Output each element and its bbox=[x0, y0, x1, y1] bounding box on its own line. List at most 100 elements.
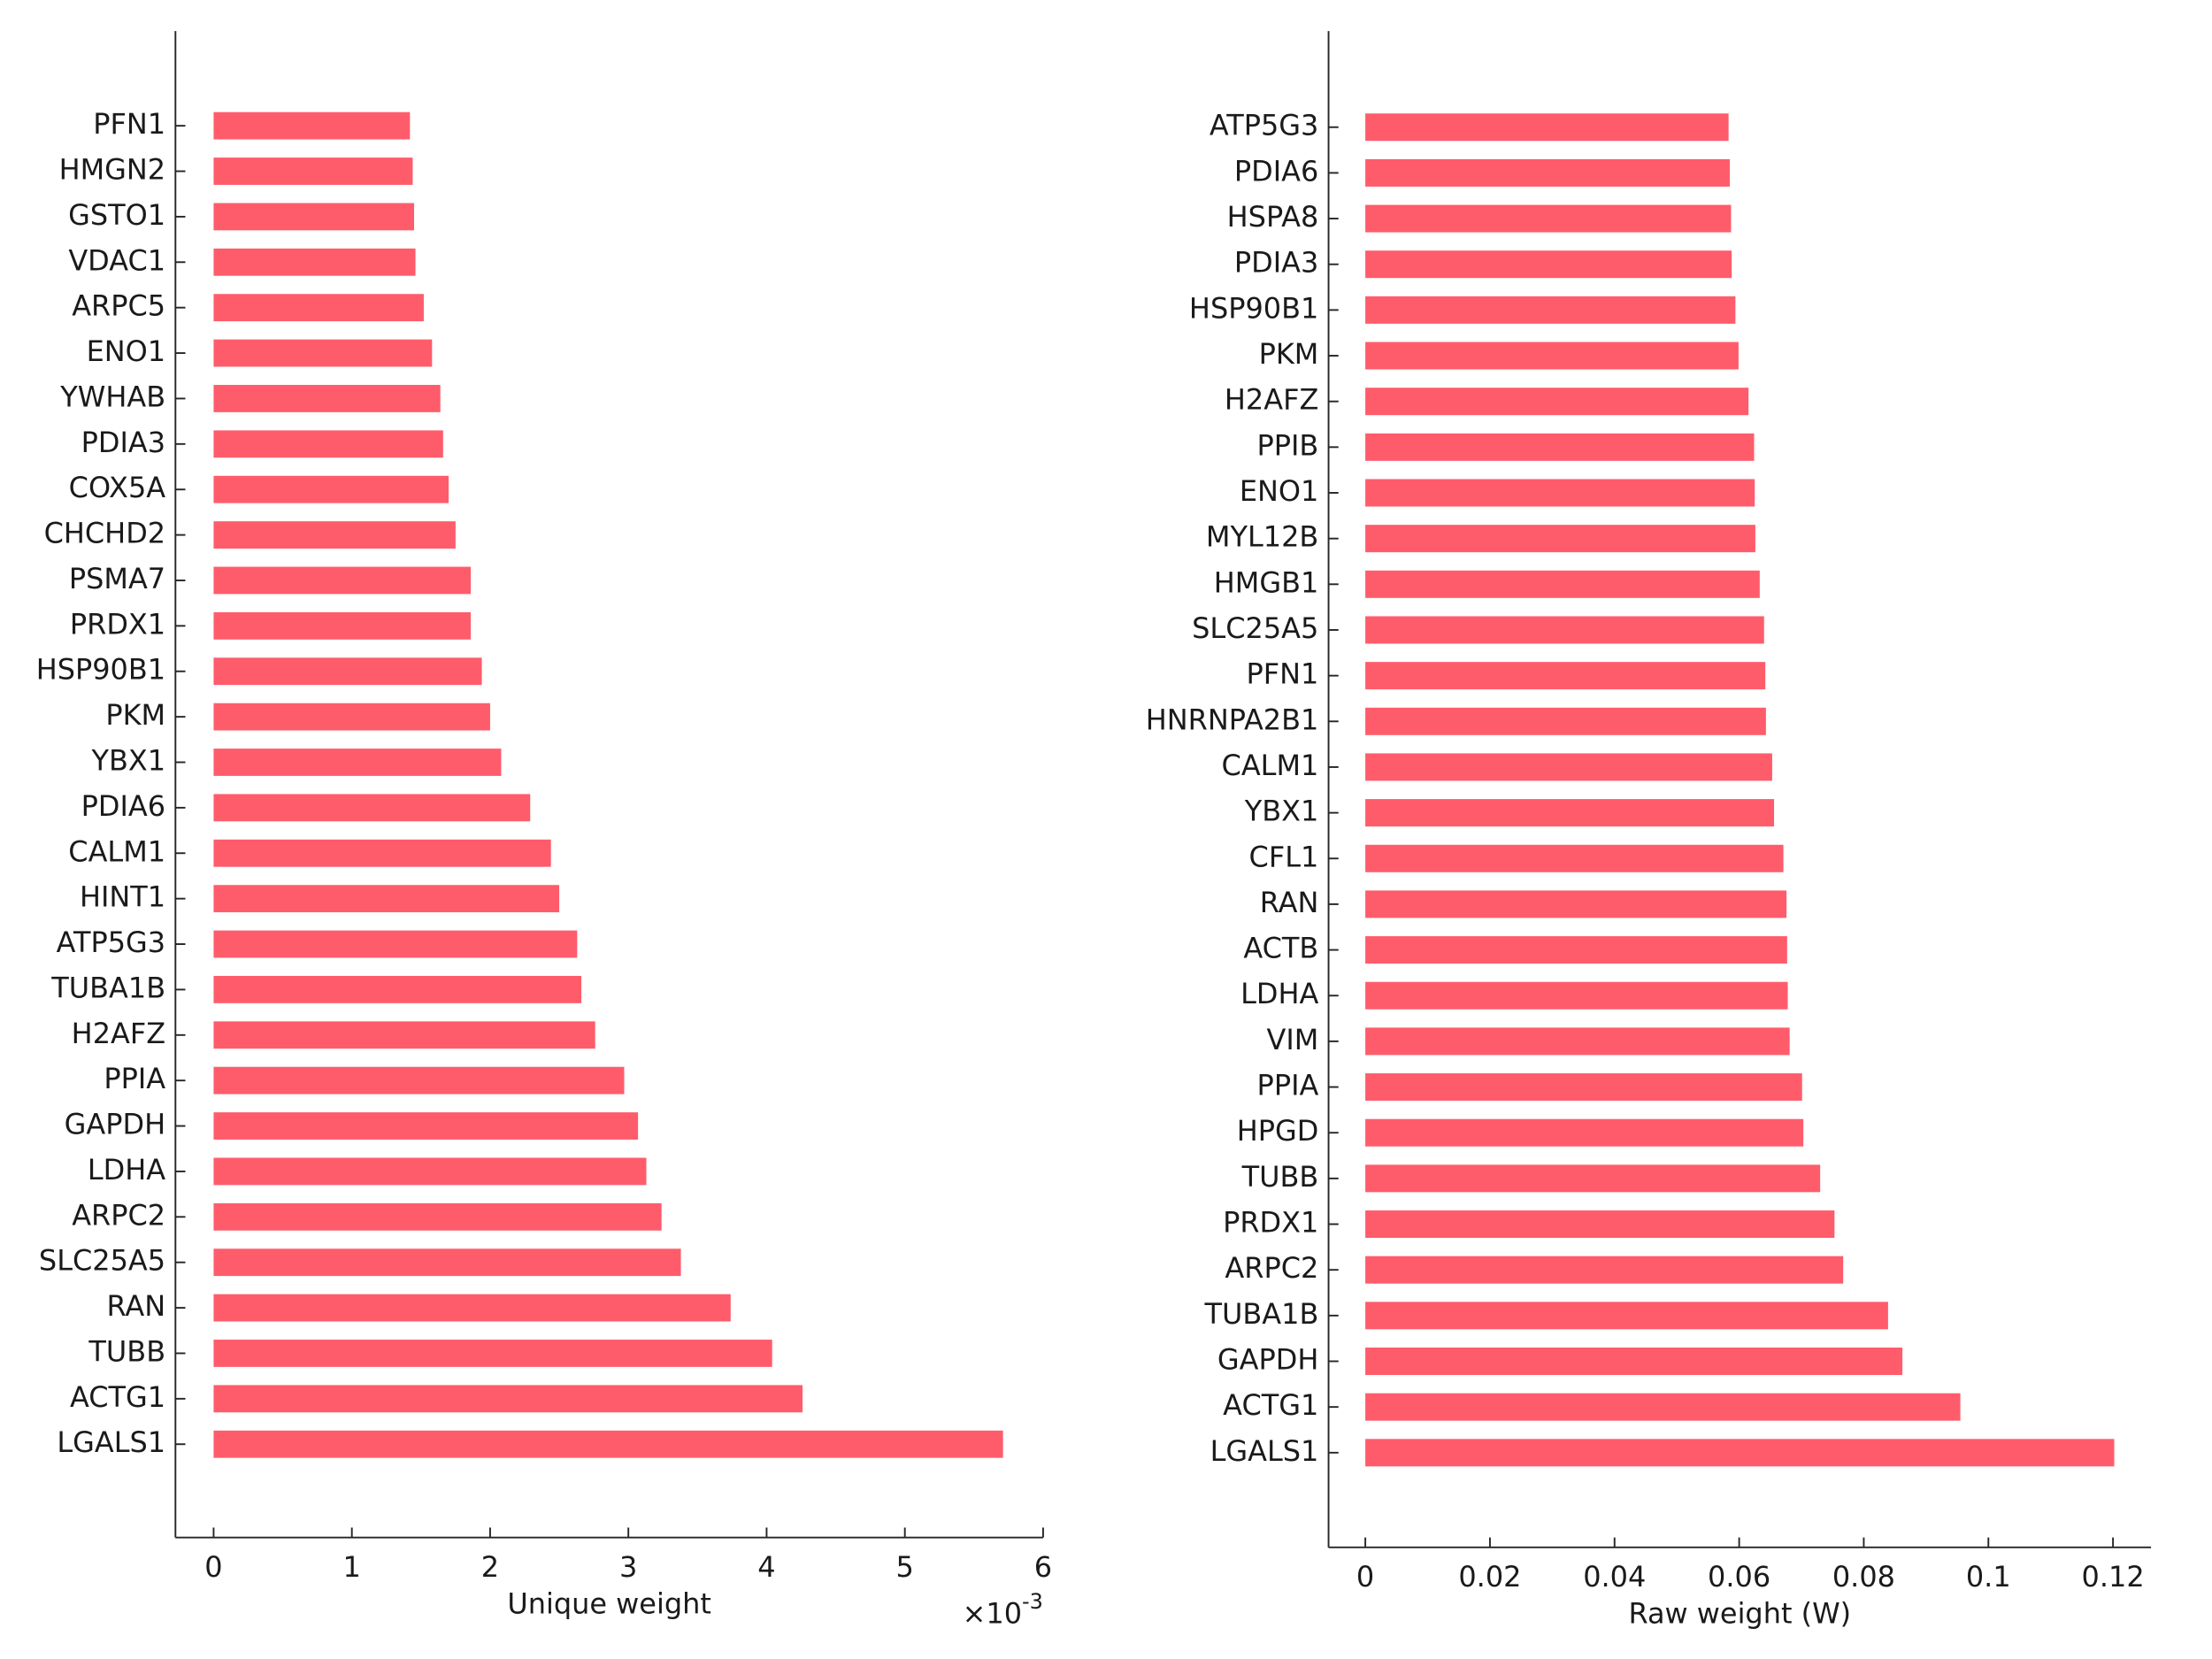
x-tick-label: 3 bbox=[619, 1550, 637, 1584]
bar bbox=[213, 1202, 662, 1231]
y-tick-label: GAPDH bbox=[1217, 1343, 1318, 1377]
bar bbox=[1365, 296, 1736, 324]
y-tick-label: CALM1 bbox=[68, 834, 165, 868]
bar bbox=[213, 294, 424, 322]
bar bbox=[1365, 570, 1760, 598]
bar bbox=[213, 248, 416, 276]
bar bbox=[1365, 1073, 1802, 1102]
bar bbox=[1365, 707, 1766, 735]
bar bbox=[213, 975, 582, 1003]
y-tick-label: HINT1 bbox=[80, 880, 165, 914]
bar bbox=[1365, 158, 1731, 187]
x-tick-label: 4 bbox=[757, 1550, 775, 1584]
bar bbox=[1365, 388, 1749, 416]
bar bbox=[1365, 1348, 1903, 1376]
y-tick-label: HPGD bbox=[1237, 1114, 1319, 1148]
y-tick-label: CFL1 bbox=[1249, 840, 1319, 873]
x-tick-label: 0.12 bbox=[2082, 1560, 2145, 1594]
y-tick-label: TUBB bbox=[1241, 1160, 1319, 1194]
bar bbox=[1365, 936, 1787, 964]
y-tick-label: PFN1 bbox=[93, 107, 165, 141]
x-tick-label: 1 bbox=[343, 1550, 361, 1584]
bar bbox=[213, 1157, 647, 1186]
y-tick-label: HNRNPA2B1 bbox=[1146, 703, 1319, 736]
bar bbox=[213, 521, 456, 549]
bar bbox=[213, 1430, 1003, 1458]
bar bbox=[1365, 1164, 1821, 1193]
y-tick-label: H2AFZ bbox=[72, 1017, 165, 1050]
bar bbox=[213, 657, 482, 686]
x-tick-label: 0.08 bbox=[1832, 1560, 1895, 1594]
bar bbox=[1365, 342, 1739, 370]
bar bbox=[1365, 1256, 1844, 1284]
bar bbox=[1365, 525, 1755, 553]
y-tick-label: H2AFZ bbox=[1225, 383, 1318, 417]
y-tick-label: PKM bbox=[105, 698, 165, 732]
x-tick-label: 0.1 bbox=[1966, 1560, 2011, 1594]
y-tick-label: COX5A bbox=[69, 471, 166, 504]
y-tick-label: ATP5G3 bbox=[1210, 109, 1319, 142]
y-tick-label: PPIB bbox=[1257, 428, 1319, 462]
y-tick-label: LGALS1 bbox=[1210, 1434, 1319, 1468]
bar bbox=[1365, 433, 1755, 461]
y-tick-label: PDIA6 bbox=[81, 789, 165, 823]
y-tick-label: PDIA3 bbox=[81, 426, 165, 459]
y-tick-label: HSPA8 bbox=[1227, 200, 1319, 234]
bar bbox=[213, 794, 531, 822]
y-tick-label: TUBB bbox=[88, 1334, 165, 1368]
bar bbox=[1365, 890, 1787, 918]
x-tick-label: 0.06 bbox=[1708, 1560, 1770, 1594]
y-tick-label: GSTO1 bbox=[68, 198, 165, 232]
bar bbox=[213, 1385, 803, 1413]
y-tick-label: ACTG1 bbox=[1223, 1388, 1318, 1422]
bar bbox=[1365, 1210, 1835, 1239]
x-axis-label: Unique weight bbox=[507, 1586, 711, 1620]
bar bbox=[1365, 1439, 2115, 1467]
bar bbox=[213, 1066, 625, 1094]
y-tick-label: CHCHD2 bbox=[44, 517, 166, 550]
y-tick-label: TUBA1B bbox=[50, 971, 165, 1004]
bar bbox=[1365, 1393, 1961, 1421]
multiplier-base: ×10 bbox=[963, 1596, 1022, 1630]
y-tick-label: ARPC2 bbox=[72, 1198, 165, 1232]
bar bbox=[213, 1294, 731, 1322]
x-tick-label: 5 bbox=[896, 1550, 914, 1584]
bar bbox=[1365, 113, 1729, 142]
y-tick-label: LGALS1 bbox=[57, 1425, 165, 1459]
y-tick-label: LDHA bbox=[1240, 977, 1318, 1010]
y-tick-label: HMGN2 bbox=[59, 153, 166, 187]
bar bbox=[213, 385, 441, 412]
x-axis-label: Raw weight (W) bbox=[1628, 1596, 1851, 1630]
y-tick-label: PPIA bbox=[1257, 1069, 1319, 1102]
bar bbox=[1365, 844, 1784, 872]
bar bbox=[1365, 1302, 1888, 1330]
bar bbox=[1365, 662, 1766, 690]
y-tick-label: PDIA3 bbox=[1234, 246, 1318, 280]
y-tick-label: CALM1 bbox=[1222, 749, 1319, 782]
y-tick-label: ATP5G3 bbox=[57, 926, 166, 959]
y-tick-label: PDIA6 bbox=[1234, 154, 1318, 188]
y-tick-label: GAPDH bbox=[65, 1108, 165, 1141]
y-tick-label: YBX1 bbox=[1244, 795, 1319, 828]
bar bbox=[213, 1112, 639, 1140]
y-tick-label: RAN bbox=[1260, 886, 1319, 919]
bar bbox=[213, 930, 578, 958]
bar bbox=[213, 1340, 772, 1367]
bar bbox=[1365, 753, 1772, 781]
y-tick-label: YWHAB bbox=[59, 380, 165, 413]
x-tick-label: 0.04 bbox=[1583, 1560, 1646, 1594]
y-tick-label: TUBA1B bbox=[1203, 1297, 1318, 1331]
x-tick-label: 0 bbox=[204, 1550, 222, 1584]
y-tick-label: ACTG1 bbox=[70, 1380, 165, 1414]
y-tick-label: LDHA bbox=[88, 1153, 165, 1187]
y-tick-label: MYL12B bbox=[1206, 520, 1318, 554]
bar bbox=[1365, 616, 1764, 644]
bar bbox=[213, 611, 472, 640]
y-tick-label: ENO1 bbox=[1240, 474, 1319, 508]
y-tick-label: RAN bbox=[106, 1289, 165, 1323]
bar bbox=[213, 203, 414, 231]
bar bbox=[1365, 479, 1755, 507]
bar bbox=[213, 839, 551, 867]
